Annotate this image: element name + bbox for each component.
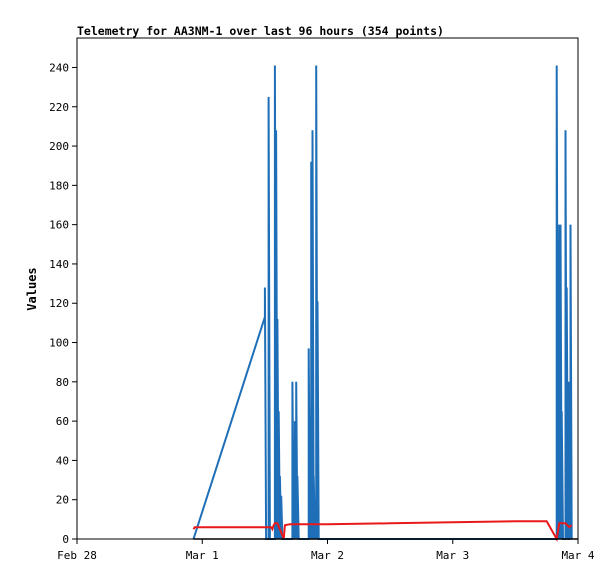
x-tick-label: Mar 2 xyxy=(311,549,344,562)
y-tick-label: 80 xyxy=(56,376,69,389)
chart-title: Telemetry for AA3NM-1 over last 96 hours… xyxy=(77,24,444,38)
y-tick-label: 120 xyxy=(49,297,69,310)
x-tick-label: Mar 4 xyxy=(561,549,594,562)
y-tick-label: 60 xyxy=(56,415,69,428)
y-tick-label: 180 xyxy=(49,179,69,192)
x-tick-label: Mar 3 xyxy=(436,549,469,562)
y-tick-label: 0 xyxy=(62,533,69,546)
y-tick-label: 200 xyxy=(49,140,69,153)
y-tick-label: 100 xyxy=(49,337,69,350)
x-tick-label: Feb 28 xyxy=(57,549,97,562)
series-line-1 xyxy=(192,65,573,540)
y-tick-label: 240 xyxy=(49,61,69,74)
y-tick-label: 40 xyxy=(56,454,69,467)
y-axis-label: Values xyxy=(25,267,39,310)
y-tick-label: 160 xyxy=(49,219,69,232)
x-tick-label: Mar 1 xyxy=(186,549,219,562)
series-line-2 xyxy=(192,520,573,542)
axes: 0 20 40 60 80 100 120 140 160 180 200 220 240 Feb 28 M… xyxy=(49,61,595,562)
y-tick-label: 220 xyxy=(49,101,69,114)
y-tick-label: 20 xyxy=(56,494,69,507)
y-tick-label: 140 xyxy=(49,258,69,271)
